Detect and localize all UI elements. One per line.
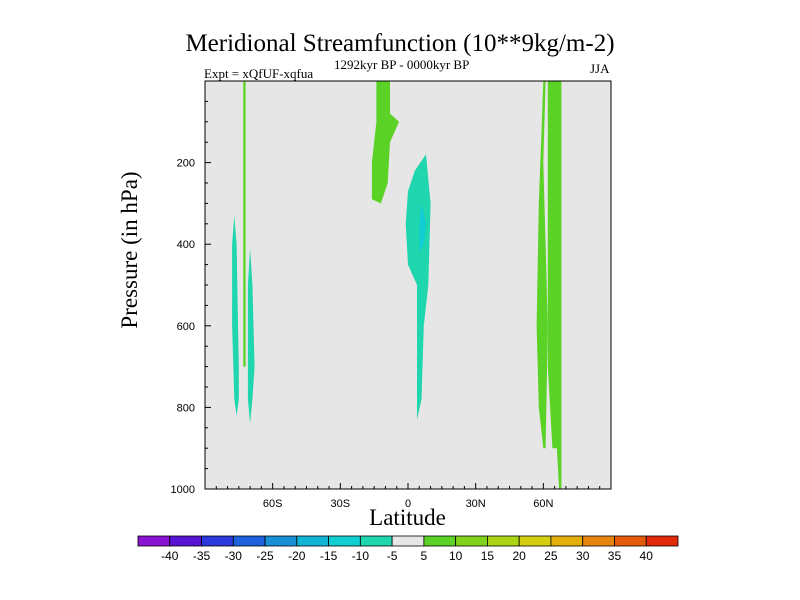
colorbar-label: -25 — [256, 549, 274, 563]
colorbar-swatch — [614, 535, 647, 547]
colorbar-label: 15 — [481, 549, 495, 563]
colorbar-swatch — [582, 535, 615, 547]
x-tick-label: 0 — [405, 498, 411, 510]
colorbar: -40 -35 -30 -25 -20 -15 -10 -5 5 10 15 20 25 30 35 40 — [137, 535, 679, 563]
colorbar-swatch — [296, 535, 329, 547]
colorbar-swatch — [455, 535, 488, 547]
colorbar-label: 35 — [608, 549, 622, 563]
colorbar-swatch — [423, 535, 457, 547]
colorbar-swatch — [391, 535, 425, 547]
chart-title: Meridional Streamfunction (10**9kg/m-2) — [185, 30, 615, 57]
colorbar-label: -5 — [387, 549, 398, 563]
colorbar-label: 20 — [512, 549, 526, 563]
colorbar-swatch — [550, 535, 584, 547]
y-tick-label: 600 — [177, 321, 195, 333]
colorbar-swatch — [359, 535, 393, 547]
x-tick-label: 60S — [263, 498, 283, 510]
contour-region-nh-polar-positive-column — [547, 81, 562, 489]
x-tick-label: 30N — [466, 498, 486, 510]
contour-region-nh-subpolar-positive-column — [536, 81, 548, 449]
colorbar-label: 40 — [640, 549, 654, 563]
colorbar-label: 10 — [449, 549, 463, 563]
contour-region-equatorial-negative-core — [419, 203, 426, 253]
axis-ticks: 200 400 600 800 1000 60S 30S 0 30N 60N — [171, 100, 601, 510]
time-range-label: 1292kyr BP - 0000kyr BP — [334, 57, 470, 72]
colorbar-label: 5 — [421, 549, 428, 563]
colorbar-swatch — [137, 535, 171, 547]
x-axis-label: Latitude — [369, 505, 446, 530]
contour-regions — [232, 81, 562, 489]
colorbar-label: -40 — [161, 549, 179, 563]
experiment-label: Expt = xQfUF-xqfua — [204, 66, 314, 81]
colorbar-label: -10 — [352, 549, 370, 563]
colorbar-swatch — [169, 535, 202, 547]
y-tick-label: 400 — [177, 239, 195, 251]
y-tick-label: 200 — [177, 158, 195, 170]
colorbar-label: -35 — [193, 549, 211, 563]
contour-region-sh-highlat-negative-b — [247, 248, 255, 424]
colorbar-swatch — [328, 535, 361, 547]
colorbar-swatch — [518, 535, 552, 547]
colorbar-label: -30 — [225, 549, 243, 563]
season-label: JJA — [590, 61, 610, 76]
colorbar-label: 25 — [544, 549, 558, 563]
colorbar-swatch — [264, 535, 298, 547]
contour-region-sh-tropical-positive-upper — [371, 81, 399, 204]
x-tick-label: 60N — [533, 498, 553, 510]
colorbar-label: -15 — [320, 549, 338, 563]
contour-region-sh-highlat-negative-a — [232, 215, 239, 416]
contour-region-sh-highlat-positive-thin — [243, 81, 246, 367]
colorbar-label: -20 — [288, 549, 306, 563]
colorbar-swatch — [645, 535, 679, 547]
colorbar-swatch — [487, 535, 520, 547]
colorbar-swatch — [232, 535, 266, 547]
y-tick-label: 800 — [177, 402, 195, 414]
colorbar-label: 30 — [576, 549, 590, 563]
y-tick-label: 1000 — [171, 484, 195, 496]
colorbar-swatch — [201, 535, 234, 547]
x-tick-label: 30S — [331, 498, 351, 510]
